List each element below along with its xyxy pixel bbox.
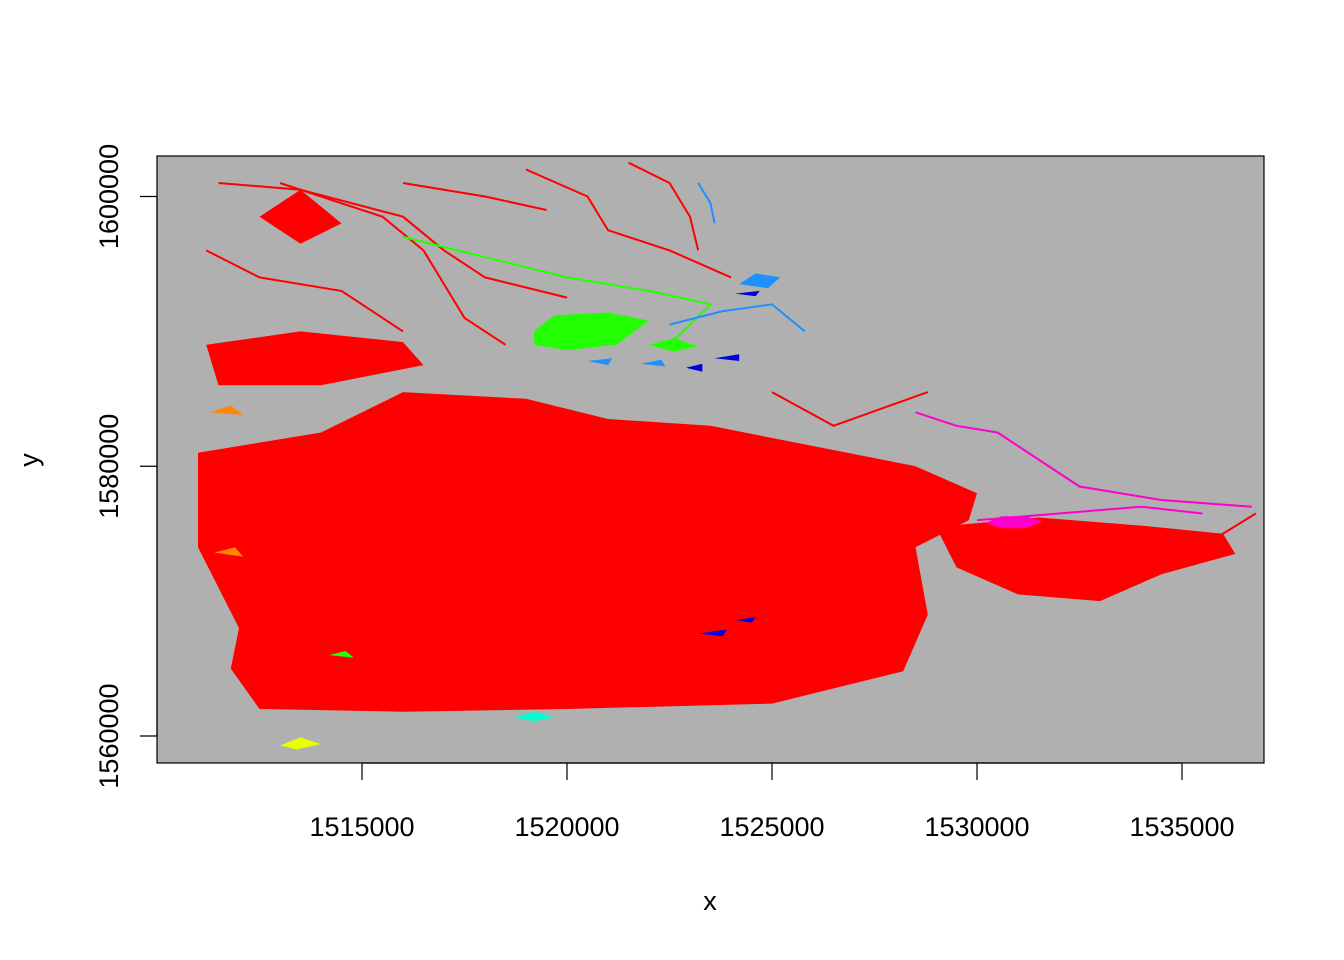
x-axis-title: x <box>703 886 717 916</box>
y-tick-label: 1580000 <box>94 414 124 519</box>
x-tick-label: 1530000 <box>924 812 1029 842</box>
y-tick-label: 1600000 <box>94 144 124 249</box>
y-tick-label: 1560000 <box>94 683 124 788</box>
y-axis-title: y <box>14 453 44 467</box>
x-tick-label: 1515000 <box>309 812 414 842</box>
y-axis: 1560000 1580000 1600000 <box>94 144 157 789</box>
x-tick-label: 1520000 <box>514 812 619 842</box>
x-axis: 1515000 1520000 1525000 1530000 1535000 <box>309 763 1234 842</box>
x-tick-label: 1525000 <box>719 812 824 842</box>
x-tick-label: 1535000 <box>1129 812 1234 842</box>
